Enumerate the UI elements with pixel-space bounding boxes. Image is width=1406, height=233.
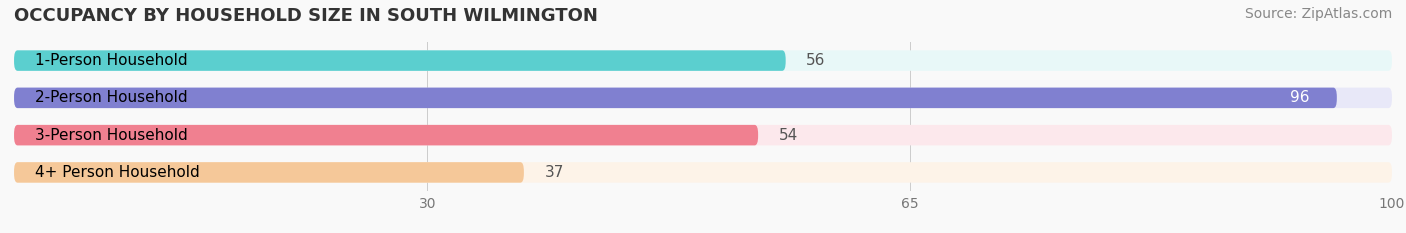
FancyBboxPatch shape [14, 162, 524, 183]
Text: 96: 96 [1289, 90, 1309, 105]
FancyBboxPatch shape [14, 125, 1392, 145]
Text: 56: 56 [807, 53, 825, 68]
FancyBboxPatch shape [14, 125, 758, 145]
Text: 1-Person Household: 1-Person Household [35, 53, 187, 68]
FancyBboxPatch shape [14, 50, 1392, 71]
FancyBboxPatch shape [14, 162, 1392, 183]
Text: Source: ZipAtlas.com: Source: ZipAtlas.com [1244, 7, 1392, 21]
Text: 3-Person Household: 3-Person Household [35, 128, 187, 143]
FancyBboxPatch shape [14, 88, 1392, 108]
Text: 37: 37 [544, 165, 564, 180]
FancyBboxPatch shape [14, 50, 786, 71]
Text: OCCUPANCY BY HOUSEHOLD SIZE IN SOUTH WILMINGTON: OCCUPANCY BY HOUSEHOLD SIZE IN SOUTH WIL… [14, 7, 598, 25]
FancyBboxPatch shape [14, 88, 1337, 108]
Text: 2-Person Household: 2-Person Household [35, 90, 187, 105]
Text: 4+ Person Household: 4+ Person Household [35, 165, 200, 180]
Text: 54: 54 [779, 128, 799, 143]
